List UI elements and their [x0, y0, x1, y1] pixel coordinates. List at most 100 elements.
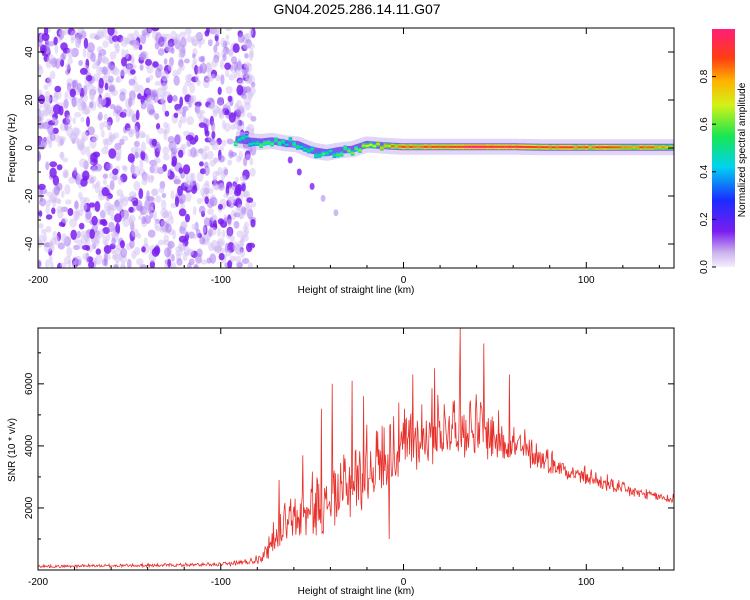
track-core-cell: [299, 145, 304, 148]
noise-cell: [157, 239, 166, 246]
noise-cell: [160, 94, 165, 104]
track-core-cell: [303, 148, 307, 151]
noise-cell: [182, 164, 191, 175]
noise-cell: [45, 214, 53, 220]
noise-cell: [196, 197, 203, 205]
noise-cell: [193, 233, 197, 240]
noise-cell: [137, 93, 142, 100]
noise-cell: [220, 74, 225, 85]
noise-cell: [120, 264, 126, 268]
noise-cell: [80, 235, 88, 245]
noise-cell: [85, 145, 91, 157]
noise-cell: [48, 255, 53, 264]
noise-cell: [108, 84, 116, 92]
noise-cell: [63, 256, 72, 265]
noise-cell: [247, 43, 255, 50]
y-tick-label: 40: [24, 46, 35, 58]
noise-cell: [198, 40, 202, 49]
noise-cell: [134, 151, 139, 159]
noise-cell: [132, 165, 141, 177]
track-core-cell: [646, 146, 651, 149]
noise-cell: [119, 240, 125, 249]
track-core-cell: [493, 145, 497, 148]
track-core-cell: [310, 148, 315, 150]
noise-cell: [145, 58, 152, 66]
noise-cell: [224, 109, 230, 116]
noise-cell: [223, 217, 229, 223]
noise-cell: [86, 75, 93, 82]
noise-cell: [219, 145, 224, 152]
noise-cell: [247, 123, 255, 134]
noise-cell: [163, 58, 168, 65]
noise-cell: [214, 184, 219, 191]
track-core-cell: [665, 146, 669, 149]
noise-cell: [192, 58, 198, 64]
noise-cell: [96, 29, 104, 39]
noise-cell: [183, 180, 191, 187]
noise-cell: [211, 140, 220, 151]
noise-cell: [181, 220, 188, 229]
track-core-cell: [551, 146, 556, 149]
noise-cell: [131, 38, 137, 48]
noise-cell: [96, 180, 101, 189]
noise-cell: [79, 196, 87, 204]
noise-cell: [204, 130, 210, 137]
track-core-cell: [570, 146, 574, 149]
noise-cell: [47, 125, 54, 135]
track-core-cell: [274, 138, 278, 141]
noise-cell: [205, 118, 210, 128]
noise-cell: [153, 159, 158, 168]
track-core-cell: [584, 146, 589, 149]
noise-cell: [182, 85, 188, 96]
noise-cell: [244, 53, 249, 59]
track-core-cell: [361, 144, 366, 147]
noise-cell: [72, 117, 76, 124]
y-tick-label: -20: [24, 188, 35, 203]
noise-cell: [60, 59, 65, 67]
noise-cell: [126, 62, 131, 73]
noise-cell: [94, 201, 101, 212]
noise-cell: [145, 156, 150, 164]
noise-cell: [174, 196, 180, 208]
noise-cell: [128, 129, 134, 138]
noise-cell: [163, 210, 169, 219]
noise-cell: [60, 42, 68, 51]
track-core-cell: [445, 145, 450, 148]
noise-cell: [243, 221, 249, 229]
noise-cell: [221, 229, 226, 238]
noise-cell: [176, 108, 183, 115]
noise-cell: [138, 53, 147, 61]
noise-cell: [155, 141, 161, 153]
snr-background: [38, 328, 674, 570]
noise-cell: [53, 185, 60, 196]
track-core-cell: [624, 146, 629, 149]
noise-cell: [38, 150, 41, 162]
noise-cell: [65, 69, 70, 75]
noise-cell: [240, 237, 245, 248]
noise-cell: [178, 119, 183, 129]
noise-cell: [170, 215, 174, 225]
track-core-cell: [661, 146, 665, 149]
noise-cell: [233, 220, 240, 229]
track-core-cell: [486, 145, 490, 148]
noise-cell: [242, 41, 249, 50]
noise-cell: [200, 55, 206, 63]
noise-cell: [160, 70, 169, 82]
noise-cell: [218, 154, 225, 163]
noise-cell: [97, 111, 103, 121]
trail-cell: [333, 209, 339, 217]
noise-cell: [178, 167, 184, 174]
noise-cell: [130, 58, 135, 65]
noise-cell: [69, 218, 77, 228]
noise-cell: [139, 64, 144, 71]
noise-cell: [136, 258, 144, 266]
noise-cell: [49, 70, 56, 80]
noise-cell: [128, 206, 134, 213]
noise-cell: [60, 151, 64, 161]
noise-cell: [178, 149, 184, 158]
noise-cell: [215, 74, 221, 82]
noise-cell: [240, 249, 246, 258]
trail-cell: [287, 156, 293, 164]
track-core-cell: [442, 145, 446, 148]
noise-cell: [51, 116, 56, 124]
